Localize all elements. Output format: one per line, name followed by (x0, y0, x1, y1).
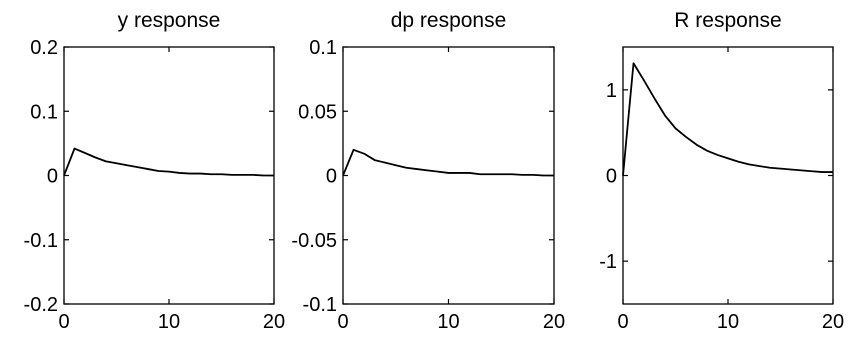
plot-frame (622, 46, 834, 305)
y-tick-label: -0.2 (24, 294, 58, 316)
y-tick-label: 1 (606, 80, 617, 102)
x-tick-label: 0 (617, 311, 628, 333)
x-tick-label: 10 (437, 311, 459, 333)
x-tick-label: 10 (158, 311, 180, 333)
x-tick-label: 0 (337, 311, 348, 333)
series-line (342, 148, 554, 177)
y-tick-label: 0 (47, 166, 58, 188)
series-line (622, 62, 833, 176)
y-tick-label: 0.1 (30, 101, 58, 123)
y-tick-label: -0.05 (291, 230, 337, 252)
x-tick-label: 0 (58, 311, 69, 333)
y-tick-label: -0.1 (24, 230, 58, 252)
plot-title: y response (118, 9, 221, 32)
y-tick-label: -1 (599, 251, 617, 273)
y-tick-label: 0.1 (309, 37, 337, 59)
y-tick-label: -0.1 (303, 294, 337, 316)
series-line (63, 147, 274, 177)
x-tick-label: 20 (822, 311, 844, 333)
panel-1: y response 0 10 20 0.2 0.1 0 -0.1 -0.2 (24, 9, 286, 333)
plot-title: R response (674, 9, 781, 32)
y-tick-label: 0.2 (30, 37, 58, 59)
plot-title: dp response (391, 9, 507, 32)
panel-2: dp response 0 10 20 0.1 0.05 0 -0.05 -0.1 (291, 9, 565, 333)
x-tick-label: 10 (717, 311, 739, 333)
y-tick-label: 0 (326, 166, 337, 188)
y-tick-label: 0 (606, 166, 617, 188)
y-tick-label: 0.05 (298, 101, 337, 123)
x-tick-label: 20 (543, 311, 565, 333)
x-tick-label: 20 (263, 311, 285, 333)
